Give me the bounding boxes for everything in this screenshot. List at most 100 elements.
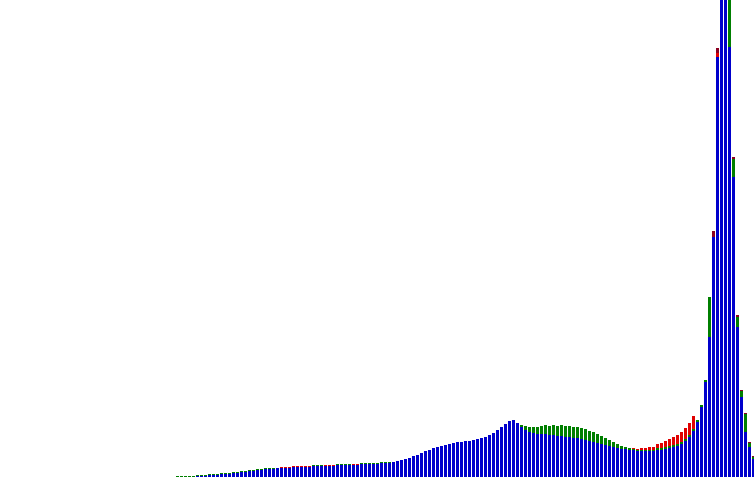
bar-column: [732, 157, 735, 477]
bar-segment-blue: [216, 475, 219, 477]
bar-segment-green: [244, 471, 247, 472]
bar-segment-green: [744, 414, 747, 432]
bar-column: [228, 473, 231, 477]
bar-segment-green: [596, 434, 599, 443]
bar-column: [496, 430, 499, 477]
bar-column: [360, 463, 363, 477]
bar-segment-green: [628, 448, 631, 450]
bar-segment-green: [688, 435, 691, 437]
bar-column: [492, 433, 495, 477]
bar-segment-red: [680, 432, 683, 442]
bar-column: [512, 420, 515, 477]
bar-column: [552, 425, 555, 477]
bar-column: [488, 435, 491, 477]
bar-segment-blue: [240, 472, 243, 477]
bar-column: [624, 447, 627, 477]
bar-segment-blue: [452, 443, 455, 477]
bar-column: [704, 380, 707, 477]
bar-segment-blue: [692, 431, 695, 477]
bar-segment-green: [248, 470, 251, 471]
bar-segment-maroon: [736, 315, 739, 317]
bar-column: [500, 427, 503, 477]
bar-column: [304, 466, 307, 477]
bar-segment-red: [636, 449, 639, 450]
bar-segment-blue: [716, 57, 719, 477]
bar-segment-blue: [584, 440, 587, 477]
bar-segment-blue: [684, 441, 687, 477]
bar-segment-blue: [348, 465, 351, 477]
bar-segment-blue: [620, 449, 623, 477]
bar-segment-red: [304, 466, 307, 467]
bar-segment-red: [324, 465, 327, 466]
bar-segment-red: [716, 53, 719, 57]
bar-segment-blue: [744, 432, 747, 477]
bar-segment-blue: [288, 468, 291, 477]
bar-column: [608, 440, 611, 477]
bar-segment-green: [240, 471, 243, 472]
bar-segment-blue: [676, 446, 679, 477]
bar-segment-blue: [536, 434, 539, 477]
bar-segment-blue: [296, 467, 299, 477]
bar-column: [372, 463, 375, 477]
bar-segment-green: [532, 427, 535, 433]
bar-column: [472, 440, 475, 477]
bar-segment-green: [520, 425, 523, 427]
bar-segment-blue: [612, 447, 615, 477]
bar-segment-blue: [656, 450, 659, 477]
bar-column: [480, 438, 483, 477]
bar-segment-green: [636, 450, 639, 451]
bar-segment-blue: [628, 450, 631, 477]
bar-segment-blue: [248, 471, 251, 477]
bar-segment-green: [684, 439, 687, 441]
bar-column: [448, 444, 451, 477]
bar-segment-green: [348, 464, 351, 465]
bar-segment-blue: [412, 456, 415, 477]
bar-segment-blue: [644, 451, 647, 477]
bar-segment-green: [624, 447, 627, 449]
bar-column: [632, 448, 635, 477]
bar-segment-blue: [400, 460, 403, 477]
bar-segment-blue: [220, 474, 223, 477]
bar-column: [708, 297, 711, 477]
bar-column: [412, 456, 415, 477]
bar-segment-blue: [492, 433, 495, 477]
bar-segment-green: [584, 429, 587, 440]
bar-column: [332, 465, 335, 477]
bar-column: [284, 467, 287, 477]
bar-segment-blue: [672, 447, 675, 477]
bar-segment-green: [372, 463, 375, 464]
bar-column: [388, 462, 391, 477]
bar-segment-blue: [276, 468, 279, 477]
bar-segment-blue: [516, 423, 519, 477]
bar-segment-blue: [456, 442, 459, 477]
bar-segment-green: [260, 469, 263, 470]
bar-segment-green: [576, 427, 579, 438]
bar-column: [716, 48, 719, 477]
bar-column: [568, 426, 571, 477]
bar-segment-blue: [256, 470, 259, 477]
bar-segment-blue: [572, 438, 575, 477]
bar-segment-maroon: [716, 48, 719, 53]
bar-segment-green: [208, 474, 211, 475]
bar-column: [600, 436, 603, 477]
bar-segment-blue: [724, 0, 727, 477]
bar-segment-green: [568, 426, 571, 437]
bar-segment-red: [632, 448, 635, 449]
bar-column: [264, 468, 267, 477]
bar-segment-blue: [552, 435, 555, 477]
bar-segment-red: [296, 466, 299, 467]
bar-segment-blue: [244, 472, 247, 477]
bar-segment-red: [676, 435, 679, 444]
bar-segment-blue: [212, 475, 215, 477]
bar-segment-blue: [540, 434, 543, 477]
bar-column: [328, 465, 331, 477]
bar-column: [620, 446, 623, 477]
bar-segment-green: [672, 445, 675, 447]
bar-segment-blue: [708, 337, 711, 477]
bar-segment-green: [708, 297, 711, 337]
bar-column: [664, 441, 667, 477]
bar-segment-green: [704, 380, 707, 382]
bar-segment-blue: [464, 441, 467, 477]
bar-segment-red: [280, 467, 283, 468]
bar-segment-blue: [408, 458, 411, 477]
